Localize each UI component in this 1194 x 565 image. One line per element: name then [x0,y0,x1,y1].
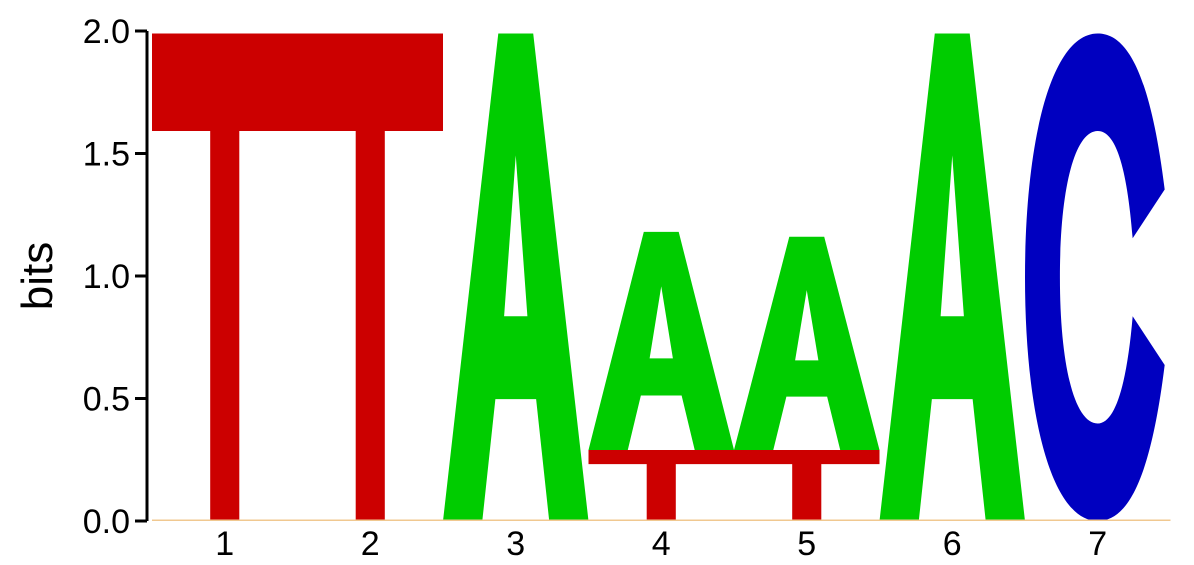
baseline-segment [588,519,734,521]
y-tick-label: 1.0 [83,258,130,296]
logo-letter-t [588,449,734,521]
logo-letter-a [734,236,880,450]
logo-letter-t [152,33,298,521]
y-tick-label: 1.5 [83,136,130,174]
y-axis-label: bits [13,242,62,310]
baseline-segment [443,519,589,521]
x-tick-label: 1 [215,525,234,563]
logo-letter-a [588,231,734,450]
logo-letter-a [879,33,1025,521]
letter-stacks [152,33,1165,521]
logo-letter-t [297,33,443,521]
baseline [152,519,1171,521]
y-tick-label: 2.0 [83,13,130,51]
y-axis: 0.0 0.5 1.0 1.5 2.0 [83,13,149,541]
baseline-segment [152,519,298,521]
baseline-segment [734,519,880,521]
x-tick-label: 3 [506,525,525,563]
x-tick-label: 6 [943,525,962,563]
y-tick-label: 0.0 [83,503,130,541]
logo-letter-t [734,449,880,521]
baseline-segment [297,519,443,521]
x-tick-label: 2 [361,525,380,563]
baseline-segment [879,519,1025,521]
baseline-segment [1025,519,1171,521]
x-tick-label: 5 [797,525,816,563]
x-axis: 1 2 3 4 5 6 7 [215,525,1107,563]
logo-letter-a [443,33,589,521]
x-tick-label: 4 [652,525,671,563]
x-tick-label: 7 [1088,525,1107,563]
y-tick-label: 0.5 [83,381,130,419]
logo-letter-c [1025,33,1165,521]
